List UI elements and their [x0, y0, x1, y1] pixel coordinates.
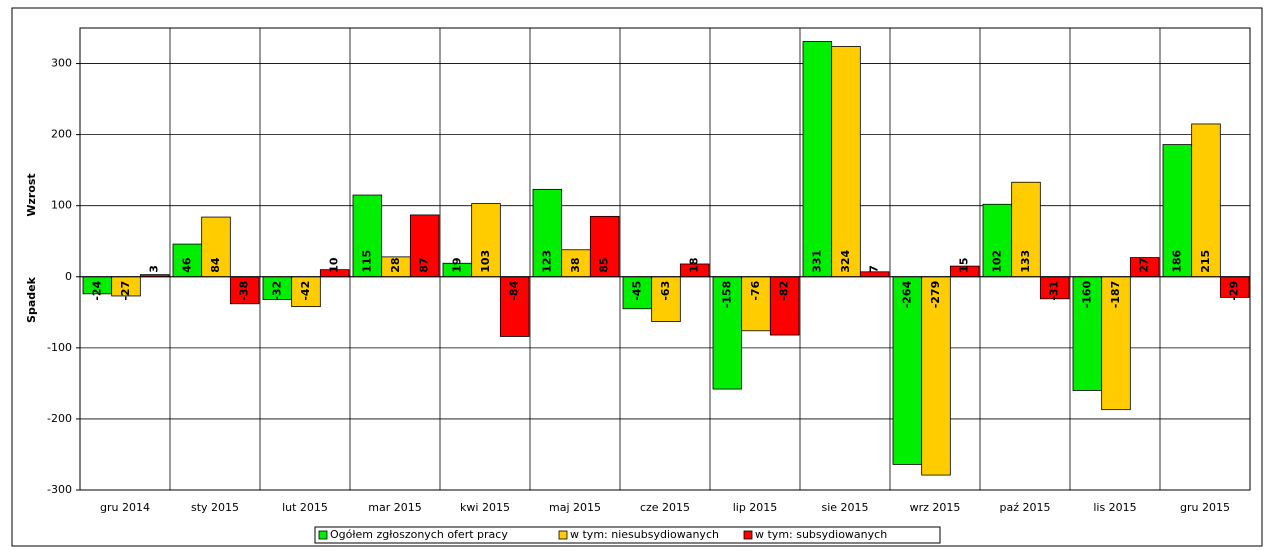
value-label: -42	[299, 281, 312, 301]
y-tick-label: 200	[51, 128, 72, 141]
value-label: 27	[1138, 257, 1151, 272]
y-tick-label: 100	[51, 199, 72, 212]
value-label: -24	[90, 280, 103, 300]
y-label-top: Wzrost	[25, 173, 38, 216]
value-label: -158	[720, 281, 733, 309]
bar	[201, 216, 231, 278]
value-label: -63	[659, 281, 672, 301]
x-tick-label: mar 2015	[368, 501, 421, 514]
x-tick-label: paź 2015	[1000, 501, 1051, 514]
legend-swatch	[743, 530, 753, 540]
y-tick-label: -300	[47, 483, 72, 496]
value-label: -45	[630, 281, 643, 301]
value-label: -160	[1080, 280, 1093, 308]
bar	[622, 276, 653, 310]
value-label: 102	[990, 250, 1003, 273]
x-tick-label: gru 2015	[1180, 501, 1230, 514]
value-label: 46	[180, 257, 193, 273]
value-label: -84	[508, 280, 521, 300]
value-label: 186	[1170, 249, 1183, 272]
x-tick-label: lip 2015	[733, 501, 778, 514]
value-label: 324	[839, 249, 852, 272]
bar	[831, 46, 861, 278]
value-label: -27	[119, 281, 132, 301]
value-label: 10	[328, 257, 341, 273]
value-label: -32	[270, 281, 283, 301]
value-label: 123	[540, 250, 553, 273]
y-tick-label: -100	[47, 341, 72, 354]
bar	[741, 276, 771, 332]
bar	[409, 214, 440, 278]
value-label: -187	[1109, 281, 1122, 309]
value-label: -29	[1228, 281, 1241, 301]
x-tick-label: wrz 2015	[910, 501, 961, 514]
value-label: 15	[958, 257, 971, 272]
value-label: -38	[238, 281, 251, 301]
x-tick-label: lis 2015	[1093, 501, 1136, 514]
y-tick-label: -200	[47, 412, 72, 425]
x-tick-label: cze 2015	[640, 501, 690, 514]
value-label: 331	[810, 250, 823, 273]
legend-label: w tym: niesubsydiowanych	[570, 528, 719, 541]
value-label: 133	[1019, 250, 1032, 273]
plot-area	[79, 27, 1251, 491]
value-label: 38	[569, 257, 582, 272]
legend-swatch	[318, 530, 328, 540]
y-tick-label: 300	[51, 57, 72, 70]
bar	[1011, 181, 1041, 278]
bar	[1101, 276, 1131, 411]
x-tick-label: maj 2015	[549, 501, 601, 514]
y-label-bottom: Spadek	[25, 276, 38, 323]
legend-label: w tym: subsydiowanych	[755, 528, 887, 541]
bar	[291, 276, 321, 308]
bar	[982, 203, 1013, 278]
value-label: 3	[148, 265, 161, 273]
bar	[499, 276, 530, 337]
y-tick-label: 0	[65, 270, 72, 283]
value-label: 215	[1199, 250, 1212, 273]
bar	[892, 276, 923, 465]
x-tick-label: gru 2014	[100, 501, 150, 514]
bar	[1191, 123, 1221, 278]
value-label: -82	[778, 281, 791, 301]
bar	[172, 243, 203, 278]
bar	[712, 276, 743, 390]
value-label: 18	[688, 257, 701, 272]
bar	[769, 276, 800, 336]
value-label: 115	[360, 250, 373, 273]
x-tick-label: lut 2015	[282, 501, 328, 514]
x-tick-label: kwi 2015	[460, 501, 510, 514]
x-tick-label: sie 2015	[821, 501, 868, 514]
value-label: 85	[598, 257, 611, 272]
value-label: -76	[749, 280, 762, 300]
legend-label: Ogółem zgłoszonych ofert pracy	[330, 528, 508, 541]
x-tick-label: sty 2015	[191, 501, 239, 514]
value-label: 103	[479, 250, 492, 273]
value-label: -31	[1048, 281, 1061, 301]
value-label: 19	[450, 257, 463, 272]
value-label: 28	[389, 257, 402, 272]
bar	[471, 203, 501, 278]
legend-frame	[314, 526, 941, 544]
bar	[802, 41, 833, 278]
value-label: -279	[929, 281, 942, 309]
value-label: 87	[418, 257, 431, 272]
value-label: 84	[209, 257, 222, 273]
value-label: 7	[868, 265, 881, 273]
legend-swatch	[558, 530, 568, 540]
bar	[589, 215, 620, 278]
bar	[921, 276, 951, 476]
value-label: -264	[900, 280, 913, 308]
